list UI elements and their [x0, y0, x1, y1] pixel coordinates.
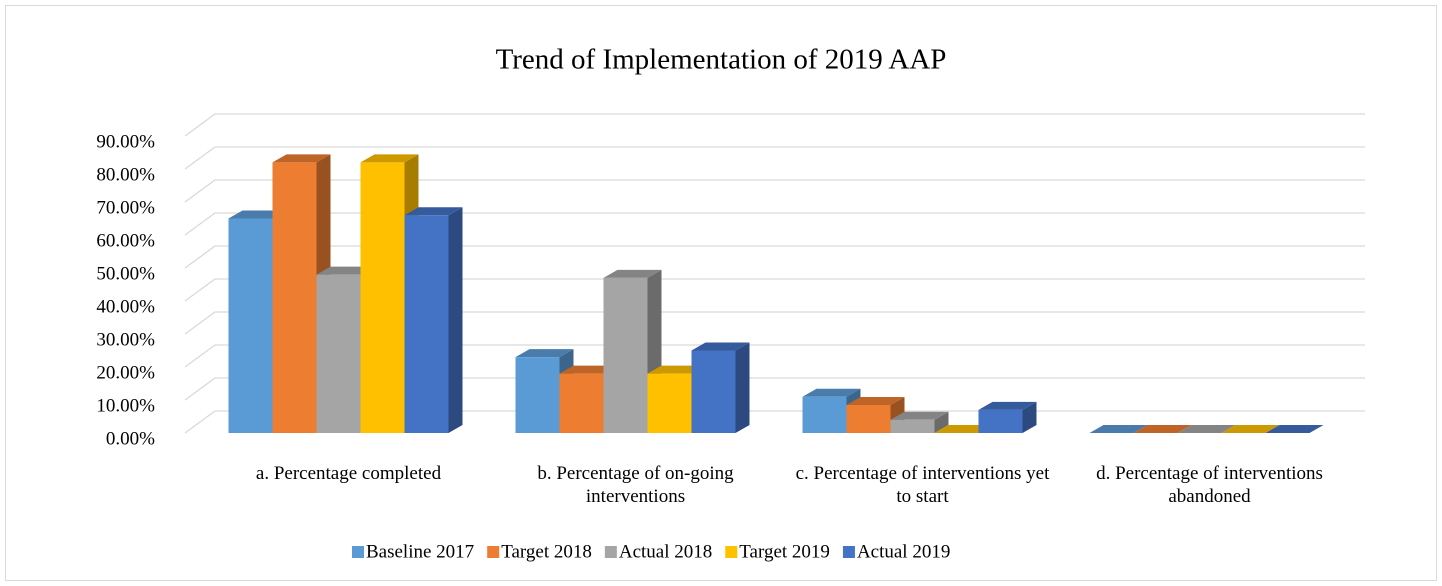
bar: [978, 401, 1037, 433]
bar-side: [448, 207, 463, 433]
legend-swatch: [725, 546, 738, 558]
grid-line: [184, 146, 1365, 170]
grid-line: [184, 344, 1365, 368]
legend-swatch: [487, 546, 500, 558]
bar: [890, 411, 949, 433]
bar-top: [404, 207, 463, 216]
y-tick-label: 0.00%: [106, 428, 155, 449]
bar-front: [404, 215, 449, 433]
grid-line: [184, 278, 1365, 302]
y-tick-label: 80.00%: [96, 164, 155, 185]
bar-front: [890, 419, 935, 433]
bar-front: [846, 404, 891, 433]
bar-top: [316, 266, 375, 275]
y-tick-label: 90.00%: [96, 131, 155, 152]
bar: [691, 342, 750, 433]
grid-line: [184, 212, 1365, 236]
y-tick-label: 50.00%: [96, 263, 155, 284]
legend-swatch: [604, 546, 617, 558]
bar: [1221, 425, 1280, 433]
bar-front: [515, 357, 560, 433]
legend-label: Baseline 2017: [366, 541, 474, 562]
x-tick-label: a. Percentage completed: [255, 463, 442, 484]
bar: [1089, 425, 1148, 433]
legend-swatch: [842, 546, 855, 558]
bar: [1265, 425, 1324, 433]
bar-top: [272, 154, 331, 163]
x-tick-label: c. Percentage of interventions yet to st…: [795, 463, 1050, 507]
legend-swatch: [352, 546, 364, 558]
chart-title: Trend of Implementation of 2019 AAP: [496, 44, 947, 76]
grid-line: [184, 179, 1365, 203]
grid-line: [184, 377, 1365, 401]
bar-side: [1022, 401, 1037, 433]
bar-side: [934, 411, 949, 433]
bar-front: [978, 409, 1023, 433]
bar-side: [735, 342, 750, 433]
bar-top: [1089, 425, 1148, 433]
bar-top: [360, 154, 419, 163]
legend-label: Target 2018: [501, 541, 592, 562]
grid-line: [184, 113, 1365, 137]
y-tick-label: 70.00%: [96, 197, 155, 218]
bar-top: [802, 388, 861, 397]
y-tick-label: 10.00%: [96, 395, 155, 416]
bar: [934, 425, 993, 433]
bar-top: [1265, 425, 1324, 433]
bar: [1133, 425, 1192, 433]
bar-top: [978, 401, 1037, 410]
bar-front: [272, 162, 317, 433]
bar: [1177, 425, 1236, 433]
bar-front: [603, 277, 648, 433]
bar-top: [934, 425, 993, 433]
legend-label: Actual 2018: [619, 541, 712, 562]
bar-front: [360, 162, 405, 433]
bar-front: [228, 218, 273, 433]
bar-top: [515, 349, 574, 358]
x-tick-label: b. Percentage of on-going interventions: [537, 463, 734, 507]
bar-top: [647, 365, 706, 374]
bar-top: [228, 210, 287, 219]
bar-front: [559, 373, 604, 433]
legend-label: Target 2019: [739, 541, 830, 562]
bar: [404, 207, 463, 433]
bar-top: [1221, 425, 1280, 433]
bar-top: [691, 342, 750, 351]
bar-top: [846, 396, 905, 405]
y-tick-label: 60.00%: [96, 230, 155, 251]
bar-front: [802, 396, 847, 433]
y-tick-label: 30.00%: [96, 329, 155, 350]
bar-top: [1177, 425, 1236, 433]
y-tick-label: 40.00%: [96, 296, 155, 317]
bar-top: [559, 365, 618, 374]
bar-top: [1133, 425, 1192, 433]
bar-front: [316, 274, 361, 433]
grid-line: [184, 311, 1365, 335]
bar-front: [691, 350, 736, 433]
bar-top: [603, 269, 662, 278]
bar-front: [647, 373, 692, 433]
bar-top: [890, 411, 949, 420]
x-tick-label: d. Percentage of interventions abandoned: [1096, 463, 1323, 507]
y-tick-label: 20.00%: [96, 362, 155, 383]
grid-line: [184, 245, 1365, 269]
legend-label: Actual 2019: [857, 541, 950, 562]
